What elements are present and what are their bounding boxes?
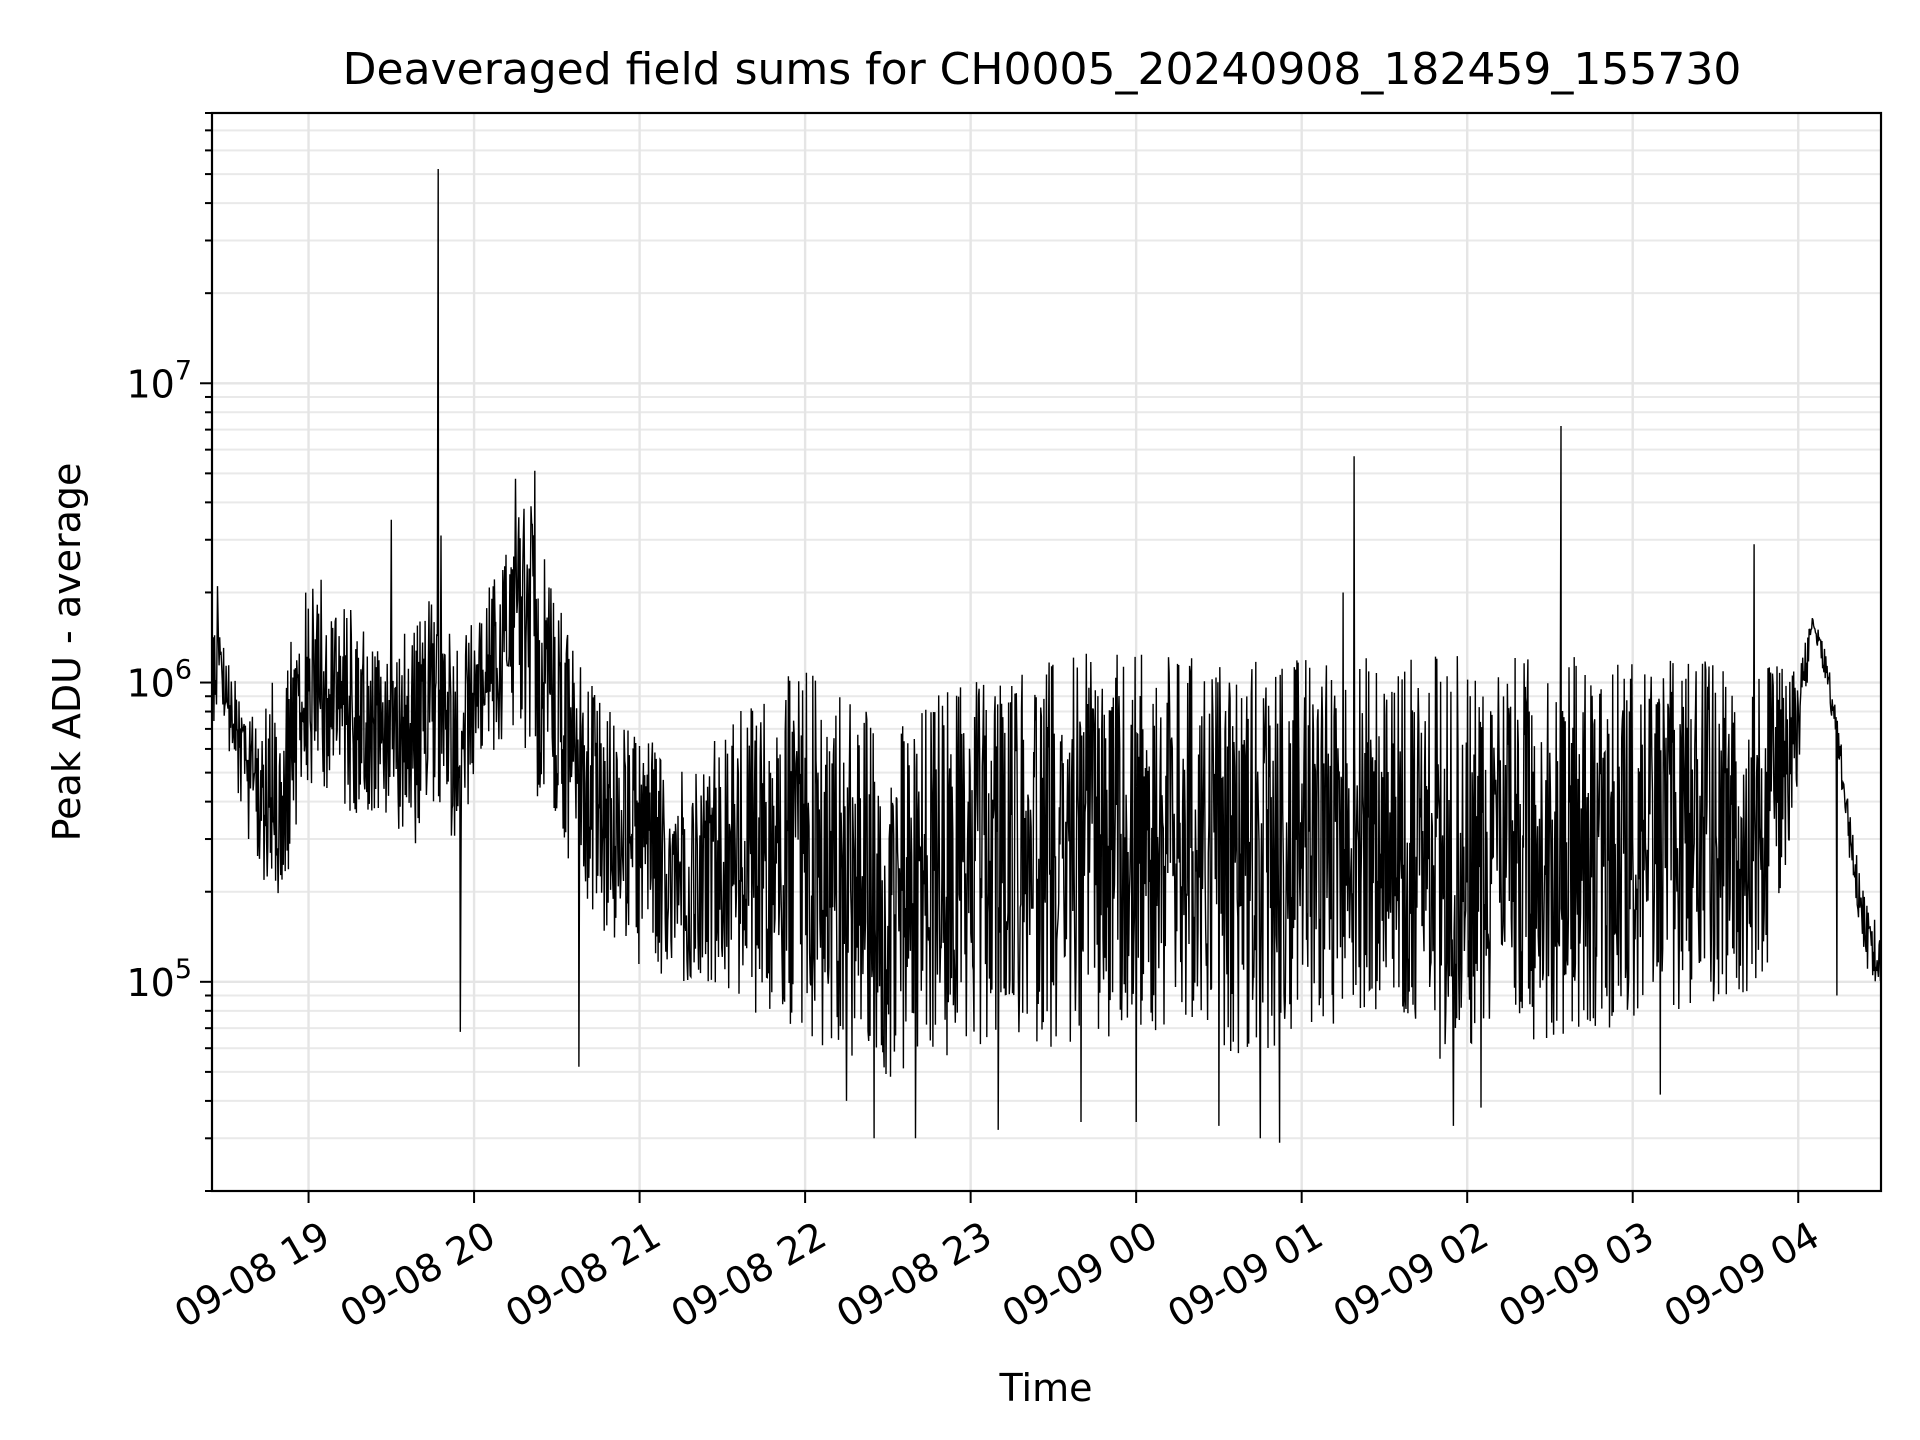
y-axis-label: Peak ADU - average — [45, 463, 89, 842]
plot-frame — [210, 111, 1883, 1193]
y-tick-label: 107 — [126, 355, 192, 406]
y-tick-exponent: 5 — [175, 954, 192, 985]
y-tick-exponent: 7 — [175, 355, 192, 386]
y-tick-exponent: 6 — [175, 655, 192, 686]
data-series — [211, 168, 1882, 1143]
y-tick-label: 106 — [126, 655, 192, 706]
series-line — [211, 168, 1882, 1143]
axis-ticks — [200, 112, 1800, 1203]
x-axis-label: Time — [999, 1366, 1093, 1410]
y-tick-base: 10 — [126, 662, 174, 706]
y-tick-base: 10 — [126, 362, 174, 406]
y-tick-label: 105 — [126, 954, 192, 1005]
chart-title: Deaveraged field sums for CH0005_2024090… — [343, 44, 1742, 95]
y-tick-base: 10 — [126, 961, 174, 1005]
